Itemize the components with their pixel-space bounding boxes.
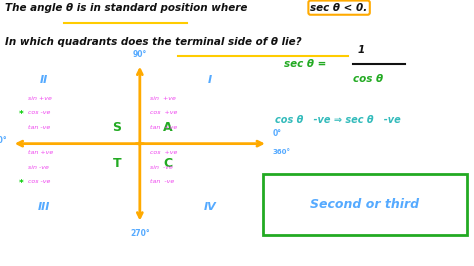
Text: IV: IV [204, 202, 217, 213]
Text: sec θ < 0.: sec θ < 0. [310, 3, 368, 13]
Text: sin -ve: sin -ve [28, 165, 49, 170]
Text: tan  +ve: tan +ve [150, 125, 177, 130]
Text: cos θ   -ve ⇒ sec θ   -ve: cos θ -ve ⇒ sec θ -ve [275, 115, 401, 125]
Text: 360°: 360° [273, 149, 291, 155]
Text: T: T [112, 157, 121, 170]
Text: cos -ve: cos -ve [28, 110, 51, 115]
Text: cos  +ve: cos +ve [150, 150, 177, 155]
Text: C: C [164, 157, 173, 170]
Text: sec θ =: sec θ = [284, 59, 330, 69]
Text: tan  -ve: tan -ve [150, 179, 174, 184]
Text: sin  +ve: sin +ve [150, 96, 176, 101]
Text: I: I [208, 75, 212, 85]
Text: sin +ve: sin +ve [28, 96, 52, 101]
Text: II: II [40, 75, 48, 85]
Text: cos -ve: cos -ve [28, 179, 51, 184]
Text: 270°: 270° [130, 229, 150, 238]
Text: cos  +ve: cos +ve [150, 110, 177, 115]
Text: Second or third: Second or third [310, 198, 419, 211]
Text: sin  -ve: sin -ve [150, 165, 173, 170]
Text: The angle θ is in standard position where: The angle θ is in standard position wher… [5, 3, 251, 13]
Text: tan -ve: tan -ve [28, 125, 51, 130]
Text: 180°: 180° [0, 136, 7, 146]
FancyBboxPatch shape [263, 174, 467, 235]
Text: 1: 1 [358, 44, 365, 55]
Text: *: * [19, 110, 24, 119]
Text: 90°: 90° [133, 49, 147, 59]
Text: A: A [163, 121, 173, 134]
Text: In which quadrants does the terminal side of θ lie?: In which quadrants does the terminal sid… [5, 37, 301, 47]
Text: S: S [112, 121, 121, 134]
Text: tan +ve: tan +ve [28, 150, 54, 155]
Text: 0°: 0° [273, 129, 282, 138]
Text: III: III [37, 202, 50, 213]
Text: cos θ: cos θ [353, 74, 383, 85]
Text: *: * [19, 179, 24, 188]
